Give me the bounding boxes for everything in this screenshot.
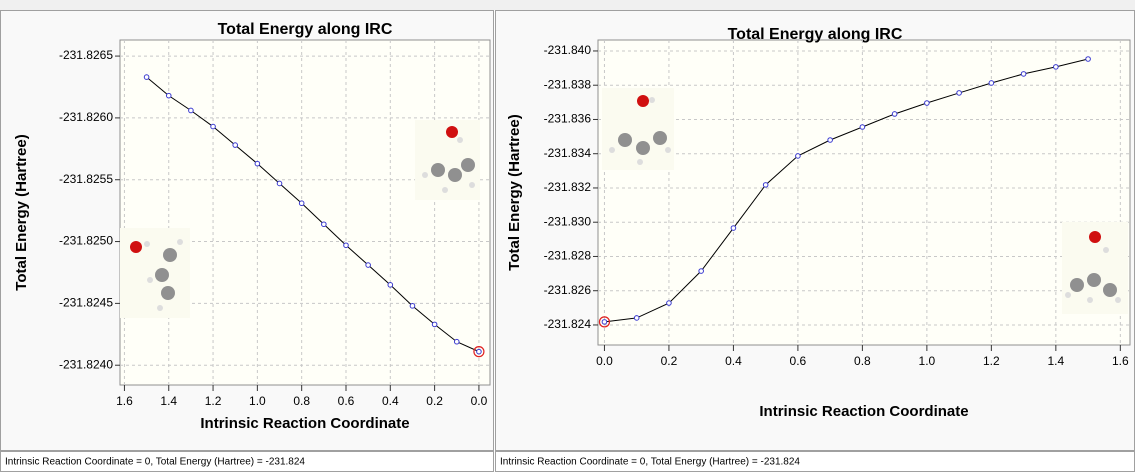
point	[410, 304, 415, 309]
x-tick-label: 1.6	[1112, 354, 1129, 368]
point	[388, 283, 393, 288]
x-tick-label: 1.6	[116, 394, 133, 408]
molecule-image	[602, 88, 674, 170]
molecule-image	[1062, 222, 1128, 314]
point	[211, 124, 216, 129]
status-text: Intrinsic Reaction Coordinate = 0, Total…	[500, 457, 800, 468]
x-tick-label: 1.0	[919, 354, 936, 368]
point	[454, 339, 459, 344]
y-tick-label: -231.828	[544, 249, 592, 263]
y-tick-label: -231.8245	[59, 296, 113, 310]
x-tick-label: 0.8	[293, 394, 310, 408]
y-tick-label: -231.8255	[59, 172, 113, 186]
y-tick-label: -231.8240	[59, 357, 113, 371]
point	[233, 143, 238, 148]
point	[699, 269, 704, 274]
point	[366, 263, 371, 268]
point	[144, 75, 149, 80]
x-axis-title: Intrinsic Reaction Coordinate	[200, 415, 409, 432]
y-axis-title: Total Energy (Hartree)	[506, 114, 523, 270]
point	[731, 226, 736, 231]
x-tick-label: 0.2	[426, 394, 443, 408]
point	[828, 138, 833, 143]
plot-area	[120, 40, 490, 385]
point	[957, 91, 962, 96]
point	[1054, 65, 1059, 70]
y-tick-label: -231.838	[544, 77, 592, 91]
point	[344, 243, 349, 248]
point	[796, 154, 801, 159]
x-tick-label: 0.4	[725, 354, 742, 368]
y-tick-label: -231.836	[544, 112, 592, 126]
y-tick-label: -231.832	[544, 180, 592, 194]
y-tick-label: -231.824	[544, 317, 592, 331]
y-tick-label: -231.826	[544, 283, 592, 297]
x-tick-label: 0.0	[596, 354, 613, 368]
irc-window: Intrinsic Reaction Coordinate = 0, Total…	[0, 0, 1135, 472]
x-tick-label: 1.2	[205, 394, 222, 408]
point	[166, 93, 171, 98]
x-tick-label: 1.2	[983, 354, 1000, 368]
x-tick-label: 0.8	[854, 354, 871, 368]
chart-title: Total Energy along IRC	[728, 26, 903, 43]
point	[1086, 57, 1091, 62]
y-tick-label: -231.8250	[59, 234, 113, 248]
y-tick-label: -231.8265	[59, 48, 113, 62]
y-tick-label: -231.834	[544, 146, 592, 160]
point	[763, 183, 768, 188]
point	[602, 320, 607, 325]
x-tick-label: 0.6	[790, 354, 807, 368]
point	[299, 201, 304, 206]
molecule-image	[415, 120, 480, 200]
x-axis-title: Intrinsic Reaction Coordinate	[759, 403, 968, 420]
x-tick-label: 0.2	[661, 354, 678, 368]
x-tick-label: 1.4	[160, 394, 177, 408]
point	[432, 322, 437, 327]
point	[634, 316, 639, 321]
x-tick-label: 0.6	[338, 394, 355, 408]
x-tick-label: 1.0	[249, 394, 266, 408]
plot-area	[598, 40, 1130, 345]
chart-title: Total Energy along IRC	[218, 21, 393, 38]
x-tick-label: 0.0	[471, 394, 488, 408]
point	[667, 301, 672, 306]
status-text: Intrinsic Reaction Coordinate = 0, Total…	[5, 457, 305, 468]
point	[189, 108, 194, 113]
point	[477, 349, 482, 354]
top-strip	[0, 0, 1135, 10]
molecule-image	[120, 228, 190, 318]
y-axis-title: Total Energy (Hartree)	[13, 134, 30, 290]
y-tick-label: -231.830	[544, 214, 592, 228]
point	[255, 161, 260, 166]
x-tick-label: 0.4	[382, 394, 399, 408]
y-tick-label: -231.8260	[59, 110, 113, 124]
point	[1021, 72, 1026, 77]
point	[277, 181, 282, 186]
point	[860, 125, 865, 130]
y-tick-label: -231.840	[544, 43, 592, 57]
point	[925, 101, 930, 106]
point	[892, 112, 897, 117]
point	[989, 81, 994, 86]
point	[322, 222, 327, 227]
x-tick-label: 1.4	[1047, 354, 1064, 368]
